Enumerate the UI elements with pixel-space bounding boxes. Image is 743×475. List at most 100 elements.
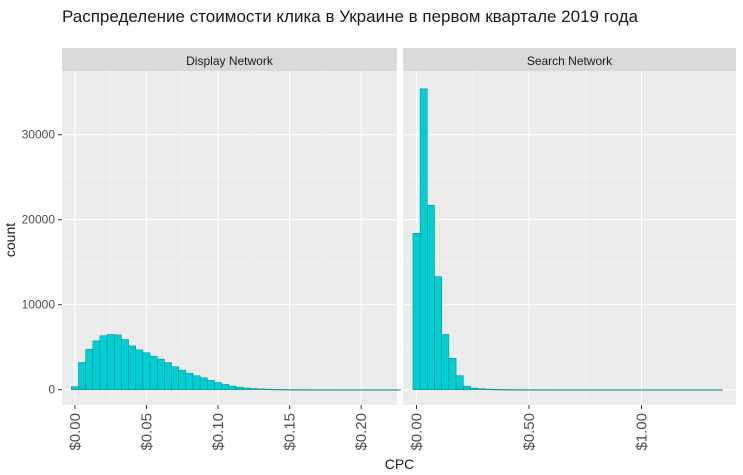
histogram-bar [135, 349, 144, 390]
histogram-bar [292, 389, 301, 391]
histogram-bar [470, 387, 478, 390]
x-tick-label: $0.10 [210, 413, 227, 451]
histogram-bar [393, 389, 401, 391]
histogram-bar [235, 386, 244, 390]
histogram-bar [335, 389, 344, 391]
histogram-bar [271, 389, 280, 391]
histogram-bar [477, 388, 486, 390]
histogram-bar [520, 389, 529, 391]
histogram-bar [607, 389, 615, 391]
x-tick-label: $0.15 [282, 413, 299, 451]
histogram-bar [128, 345, 136, 390]
histogram-bar [506, 389, 514, 391]
facet-strip [62, 48, 397, 71]
histogram-bar [250, 388, 258, 390]
panel-0: Display Network $0.00 $0.05 $0.10 $0.15 $0.20 [62, 48, 401, 451]
histogram-bar [419, 88, 428, 390]
histogram-bars [71, 334, 401, 391]
chart-title: Распределение стоимости клика в Украине … [62, 7, 639, 26]
histogram-bar [635, 389, 644, 391]
histogram-bar [386, 389, 394, 391]
panel-1: Search Network $0.00 $0.50 $1.00 [403, 48, 736, 451]
histogram-bar [679, 389, 687, 391]
histogram-bar [664, 389, 673, 391]
y-tick-label: 30000 [22, 128, 56, 142]
y-tick-label: 10000 [22, 298, 56, 312]
histogram-bar [156, 358, 165, 390]
histogram-bar [455, 375, 464, 390]
x-tick-label: $0.50 [521, 413, 538, 451]
y-axis-title: count [2, 223, 18, 257]
histogram-bar [228, 385, 237, 390]
histogram-bar [527, 389, 536, 391]
histogram-bar [199, 377, 208, 390]
histogram-bar [700, 389, 709, 391]
histogram-bar [628, 389, 637, 391]
histogram-bar [578, 389, 586, 391]
histogram-bar [643, 389, 651, 391]
histogram-bar [242, 387, 251, 390]
histogram-bar [614, 389, 622, 391]
histogram-bar [350, 389, 358, 391]
facet-strip-label: Display Network [186, 54, 274, 68]
histogram-bar [106, 334, 115, 390]
histogram-bar [357, 389, 366, 391]
facet-strip [403, 48, 736, 71]
histogram-bar [686, 389, 694, 391]
histogram-bar [321, 389, 330, 391]
histogram-bar [185, 372, 194, 390]
histogram-bar [412, 233, 421, 390]
y-axis: 0 10000 20000 30000 [22, 128, 62, 397]
histogram-bar [314, 389, 323, 391]
histogram-bar [78, 362, 86, 390]
x-tick-label: $1.00 [634, 413, 651, 451]
histogram-bar [92, 340, 101, 390]
histogram-bar [264, 388, 272, 390]
histogram-bar [693, 389, 702, 391]
histogram-bar [285, 389, 294, 391]
histogram-bar [71, 386, 79, 390]
histogram-bar [448, 358, 457, 390]
histogram-bar [221, 384, 230, 390]
histogram-bar [149, 355, 158, 390]
histogram-bar [207, 380, 215, 390]
histogram-bar [571, 389, 579, 391]
histogram-bar [657, 389, 666, 391]
histogram-bar [214, 382, 222, 390]
histogram-bar [178, 369, 187, 390]
histogram-bar [671, 389, 680, 391]
histogram-bar [85, 349, 94, 390]
histogram-bar [513, 389, 522, 391]
histogram-bar [114, 334, 122, 390]
histogram-bar [364, 389, 373, 391]
histogram-bar [378, 389, 387, 391]
histogram-bar [650, 389, 658, 391]
x-tick-label: $0.20 [353, 413, 370, 451]
histogram-bar [549, 389, 558, 391]
histogram-bar [121, 339, 129, 390]
x-tick-label: $0.00 [67, 413, 84, 451]
histogram-bars [412, 88, 723, 391]
panel-background [403, 71, 736, 405]
x-tick-label: $0.05 [138, 413, 155, 451]
histogram-bar [599, 389, 608, 391]
histogram-bar [563, 389, 572, 391]
histogram-bar [371, 389, 380, 391]
histogram-bar [434, 276, 442, 390]
histogram-bar [142, 352, 151, 390]
x-tick-label: $0.00 [409, 413, 426, 451]
histogram-bar [164, 362, 172, 390]
histogram-bar [99, 335, 108, 390]
histogram-bar [621, 389, 630, 391]
panels-layer: Display Network $0.00 $0.05 $0.10 $0.15 $0.20… [62, 48, 736, 451]
histogram-bar [257, 388, 265, 390]
histogram-bar [592, 389, 601, 391]
histogram-bar [491, 389, 500, 391]
y-tick-label: 20000 [22, 213, 56, 227]
histogram-bar [328, 389, 337, 391]
histogram-bar [535, 389, 543, 391]
histogram-bar [441, 334, 450, 390]
histogram-bar [343, 389, 351, 391]
histogram-bar [585, 389, 594, 391]
